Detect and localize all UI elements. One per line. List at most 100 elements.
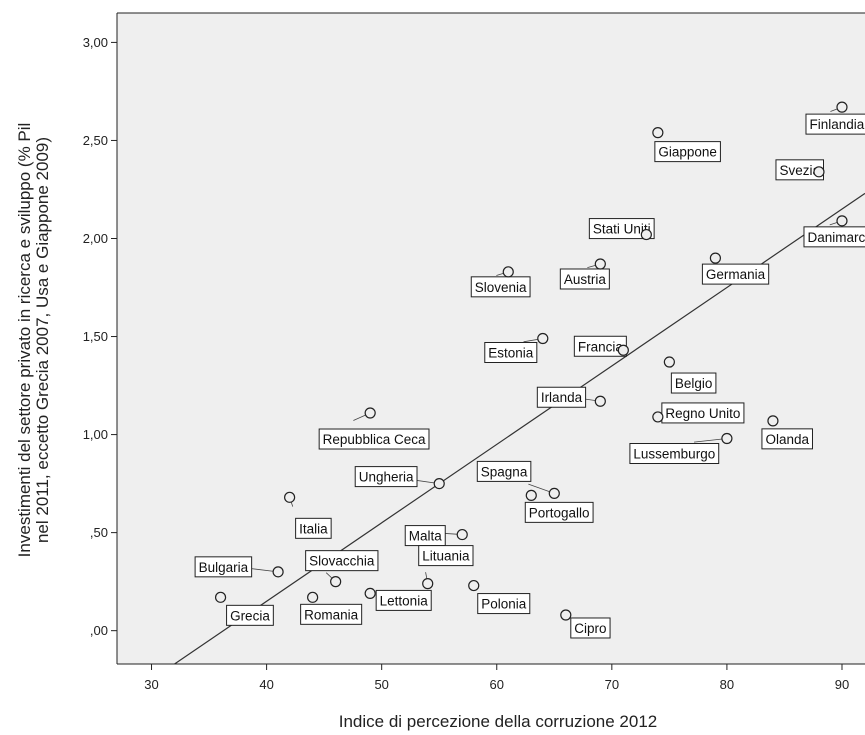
point-label-box xyxy=(654,141,721,163)
data-point: Spagna xyxy=(476,460,560,500)
point-label: Stati Uniti xyxy=(593,222,651,237)
point-label: Germania xyxy=(706,267,766,282)
point-marker xyxy=(663,356,675,368)
point-label-box xyxy=(300,603,363,625)
point-label-box xyxy=(536,386,587,408)
point-label: Portogallo xyxy=(529,505,590,520)
point-label: Lussemburgo xyxy=(633,447,715,462)
point-label: Slovenia xyxy=(475,280,527,295)
point-label: Finlandia xyxy=(809,117,864,132)
point-label-box xyxy=(805,113,865,135)
data-point: Malta xyxy=(404,525,468,547)
point-marker xyxy=(502,266,514,278)
point-label-box xyxy=(476,460,532,482)
point-label: Malta xyxy=(409,529,443,544)
data-point: Stati Uniti xyxy=(588,218,655,241)
point-marker xyxy=(813,166,825,178)
point-label: Belgio xyxy=(675,376,713,391)
point-label: Italia xyxy=(299,521,328,536)
point-label: Spagna xyxy=(481,464,528,479)
data-point: Olanda xyxy=(761,415,813,450)
y-tick-label: 1,00 xyxy=(83,427,108,442)
data-point: Giappone xyxy=(652,127,721,163)
point-label-box xyxy=(375,589,432,611)
point-label-box xyxy=(570,617,611,639)
point-marker xyxy=(560,609,572,621)
data-point: Estonia xyxy=(484,332,549,363)
data-point: Finlandia xyxy=(805,101,865,135)
data-point: Bulgaria xyxy=(194,556,284,578)
y-tick-label: 2,50 xyxy=(83,133,108,148)
y-tick-label: 3,00 xyxy=(83,35,108,50)
data-point: Italia xyxy=(284,491,332,539)
point-marker xyxy=(836,101,848,113)
data-point: Lituania xyxy=(418,545,474,590)
point-label: Grecia xyxy=(230,608,270,623)
x-tick-label: 70 xyxy=(605,677,619,692)
point-label: Romania xyxy=(304,607,359,622)
data-point: Slovenia xyxy=(470,266,531,298)
point-marker xyxy=(364,587,376,600)
point-marker xyxy=(284,491,296,503)
point-label-box xyxy=(670,372,717,394)
point-label-box xyxy=(194,556,253,578)
x-tick-label: 80 xyxy=(720,677,734,692)
x-axis-title: Indice di percezione della corruzione 20… xyxy=(339,712,657,731)
point-marker xyxy=(456,528,468,541)
point-marker xyxy=(537,332,549,345)
y-tick-label: ,50 xyxy=(90,525,108,540)
point-label: Lettonia xyxy=(380,593,429,608)
point-label: Lituania xyxy=(422,549,470,564)
x-tick-label: 40 xyxy=(259,677,273,692)
point-marker xyxy=(468,579,480,592)
point-label: Francia xyxy=(578,339,624,354)
point-label-box xyxy=(803,226,865,248)
data-point: Grecia xyxy=(214,591,274,626)
point-label-box xyxy=(559,268,610,290)
point-label: Giappone xyxy=(658,145,717,160)
data-point: Lussemburgo xyxy=(629,432,733,465)
point-label-box xyxy=(629,443,720,465)
data-point: Regno Unito xyxy=(652,402,745,424)
data-point: Austria xyxy=(559,258,610,290)
plot-background xyxy=(117,13,865,664)
point-label: Danimarca xyxy=(807,230,865,245)
point-label-box xyxy=(354,466,418,488)
point-marker xyxy=(721,432,733,445)
point-label-box xyxy=(661,402,745,424)
point-marker xyxy=(214,591,227,603)
point-marker xyxy=(617,344,629,356)
y-tick-label: 1,50 xyxy=(83,329,108,344)
x-tick-label: 90 xyxy=(835,677,849,692)
point-label: Svezia xyxy=(779,163,820,178)
point-marker xyxy=(364,407,376,419)
point-label-box xyxy=(761,428,813,450)
point-marker xyxy=(594,395,606,407)
point-marker xyxy=(594,258,606,270)
axes-layer: ,00 ,50 1,00 1,50 2,00 2,50 3,00 30 40 50 60 70 80 90 xyxy=(83,12,865,692)
point-label: Regno Unito xyxy=(665,406,740,421)
point-label: Estonia xyxy=(488,346,534,361)
data-point: Germania xyxy=(701,252,770,285)
x-tick-label: 30 xyxy=(144,677,158,692)
y-axis-title-line-1: Investimenti del settore privato in rice… xyxy=(15,123,34,558)
point-label: Bulgaria xyxy=(199,560,249,575)
data-point: Francia xyxy=(573,335,629,357)
point-marker xyxy=(836,215,848,227)
point-label-box xyxy=(226,604,274,626)
y-tick-label: ,00 xyxy=(90,623,108,638)
point-label-box xyxy=(295,517,332,539)
point-marker xyxy=(422,578,434,590)
data-point: Danimarca xyxy=(803,215,865,248)
point-label-box xyxy=(305,550,379,572)
point-label-box xyxy=(470,276,531,298)
data-point: Cipro xyxy=(560,609,611,639)
point-label: Repubblica Ceca xyxy=(323,432,426,447)
point-label: Slovacchia xyxy=(309,554,375,569)
data-point: Belgio xyxy=(663,356,717,394)
point-label-box xyxy=(524,501,594,523)
data-point: Repubblica Ceca xyxy=(318,407,430,450)
point-marker xyxy=(525,489,537,501)
y-tick-label: 2,00 xyxy=(83,231,108,246)
